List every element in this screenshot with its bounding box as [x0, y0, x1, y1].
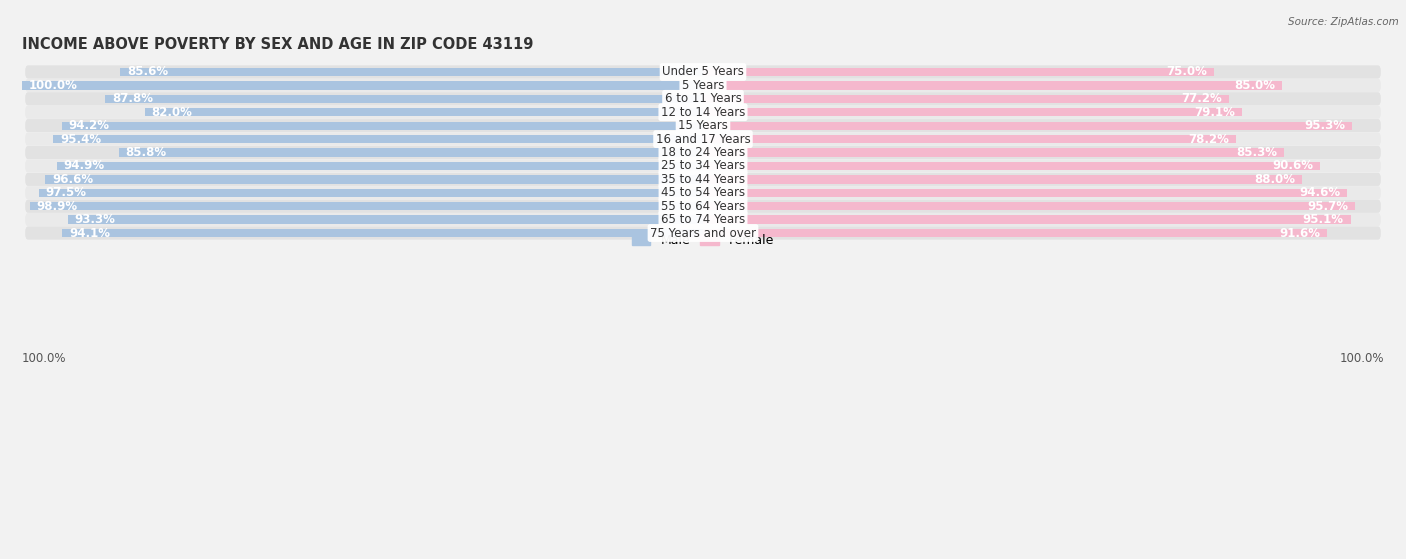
Bar: [56, 162, 703, 170]
Bar: [703, 68, 1213, 76]
Bar: [120, 68, 703, 76]
Bar: [118, 148, 703, 157]
Text: 35 to 44 Years: 35 to 44 Years: [661, 173, 745, 186]
Bar: [105, 94, 703, 103]
FancyBboxPatch shape: [25, 186, 1381, 199]
Bar: [703, 175, 1302, 183]
Text: 94.6%: 94.6%: [1299, 186, 1340, 199]
FancyBboxPatch shape: [25, 173, 1381, 186]
Text: 95.7%: 95.7%: [1308, 200, 1348, 213]
Text: 16 and 17 Years: 16 and 17 Years: [655, 132, 751, 145]
FancyBboxPatch shape: [25, 173, 1381, 186]
Text: 87.8%: 87.8%: [112, 92, 153, 105]
Bar: [703, 108, 1241, 116]
FancyBboxPatch shape: [25, 146, 1381, 159]
Bar: [703, 162, 1320, 170]
FancyBboxPatch shape: [25, 79, 1381, 92]
FancyBboxPatch shape: [25, 65, 1381, 78]
Bar: [703, 94, 1229, 103]
FancyBboxPatch shape: [25, 214, 1381, 226]
Text: 90.6%: 90.6%: [1272, 159, 1313, 172]
Text: Under 5 Years: Under 5 Years: [662, 65, 744, 78]
FancyBboxPatch shape: [25, 106, 1381, 119]
Text: 6 to 11 Years: 6 to 11 Years: [665, 92, 741, 105]
Text: 94.2%: 94.2%: [69, 119, 110, 132]
Text: 93.3%: 93.3%: [75, 213, 115, 226]
Text: 96.6%: 96.6%: [52, 173, 93, 186]
FancyBboxPatch shape: [25, 92, 1381, 105]
Text: 25 to 34 Years: 25 to 34 Years: [661, 159, 745, 172]
Text: 85.6%: 85.6%: [127, 65, 169, 78]
FancyBboxPatch shape: [25, 213, 1381, 226]
FancyBboxPatch shape: [25, 119, 1381, 132]
Text: 94.9%: 94.9%: [63, 159, 104, 172]
Text: 95.1%: 95.1%: [1303, 213, 1344, 226]
Text: 55 to 64 Years: 55 to 64 Years: [661, 200, 745, 213]
FancyBboxPatch shape: [25, 200, 1381, 212]
Text: 65 to 74 Years: 65 to 74 Years: [661, 213, 745, 226]
Bar: [53, 135, 703, 143]
Bar: [145, 108, 703, 116]
Bar: [703, 215, 1351, 224]
Bar: [703, 135, 1236, 143]
Text: 85.3%: 85.3%: [1236, 146, 1277, 159]
Bar: [39, 188, 703, 197]
Bar: [703, 188, 1347, 197]
Text: 77.2%: 77.2%: [1181, 92, 1222, 105]
Bar: [703, 148, 1284, 157]
FancyBboxPatch shape: [25, 79, 1381, 92]
Text: 18 to 24 Years: 18 to 24 Years: [661, 146, 745, 159]
FancyBboxPatch shape: [25, 160, 1381, 172]
Bar: [703, 202, 1355, 210]
Text: 79.1%: 79.1%: [1194, 106, 1234, 119]
Text: 100.0%: 100.0%: [30, 79, 77, 92]
Bar: [703, 81, 1282, 89]
Bar: [62, 121, 703, 130]
Text: Source: ZipAtlas.com: Source: ZipAtlas.com: [1288, 17, 1399, 27]
Bar: [45, 175, 703, 183]
FancyBboxPatch shape: [25, 146, 1381, 159]
Text: 45 to 54 Years: 45 to 54 Years: [661, 186, 745, 199]
Legend: Male, Female: Male, Female: [627, 229, 779, 252]
Text: 85.0%: 85.0%: [1234, 79, 1275, 92]
Text: 95.3%: 95.3%: [1305, 119, 1346, 132]
Text: 5 Years: 5 Years: [682, 79, 724, 92]
FancyBboxPatch shape: [25, 120, 1381, 132]
Text: 91.6%: 91.6%: [1279, 226, 1320, 240]
Text: 75.0%: 75.0%: [1166, 65, 1206, 78]
FancyBboxPatch shape: [25, 132, 1381, 145]
Text: 75 Years and over: 75 Years and over: [650, 226, 756, 240]
Bar: [703, 121, 1353, 130]
Text: 97.5%: 97.5%: [46, 186, 87, 199]
Text: 88.0%: 88.0%: [1254, 173, 1295, 186]
Text: 98.9%: 98.9%: [37, 200, 77, 213]
Text: 94.1%: 94.1%: [69, 226, 110, 240]
Text: 82.0%: 82.0%: [152, 106, 193, 119]
Text: INCOME ABOVE POVERTY BY SEX AND AGE IN ZIP CODE 43119: INCOME ABOVE POVERTY BY SEX AND AGE IN Z…: [22, 37, 533, 53]
FancyBboxPatch shape: [25, 92, 1381, 105]
FancyBboxPatch shape: [25, 133, 1381, 145]
Bar: [703, 229, 1327, 237]
FancyBboxPatch shape: [25, 187, 1381, 199]
Text: 95.4%: 95.4%: [60, 132, 101, 145]
Bar: [67, 215, 703, 224]
Text: 100.0%: 100.0%: [1340, 353, 1384, 366]
Text: 15 Years: 15 Years: [678, 119, 728, 132]
FancyBboxPatch shape: [25, 159, 1381, 172]
FancyBboxPatch shape: [25, 227, 1381, 239]
Text: 85.8%: 85.8%: [125, 146, 167, 159]
Text: 100.0%: 100.0%: [22, 353, 66, 366]
Bar: [62, 229, 703, 237]
FancyBboxPatch shape: [25, 106, 1381, 119]
Bar: [30, 202, 703, 210]
FancyBboxPatch shape: [25, 226, 1381, 239]
Text: 12 to 14 Years: 12 to 14 Years: [661, 106, 745, 119]
FancyBboxPatch shape: [25, 65, 1381, 78]
Bar: [22, 81, 703, 89]
Text: 78.2%: 78.2%: [1188, 132, 1229, 145]
FancyBboxPatch shape: [25, 200, 1381, 212]
